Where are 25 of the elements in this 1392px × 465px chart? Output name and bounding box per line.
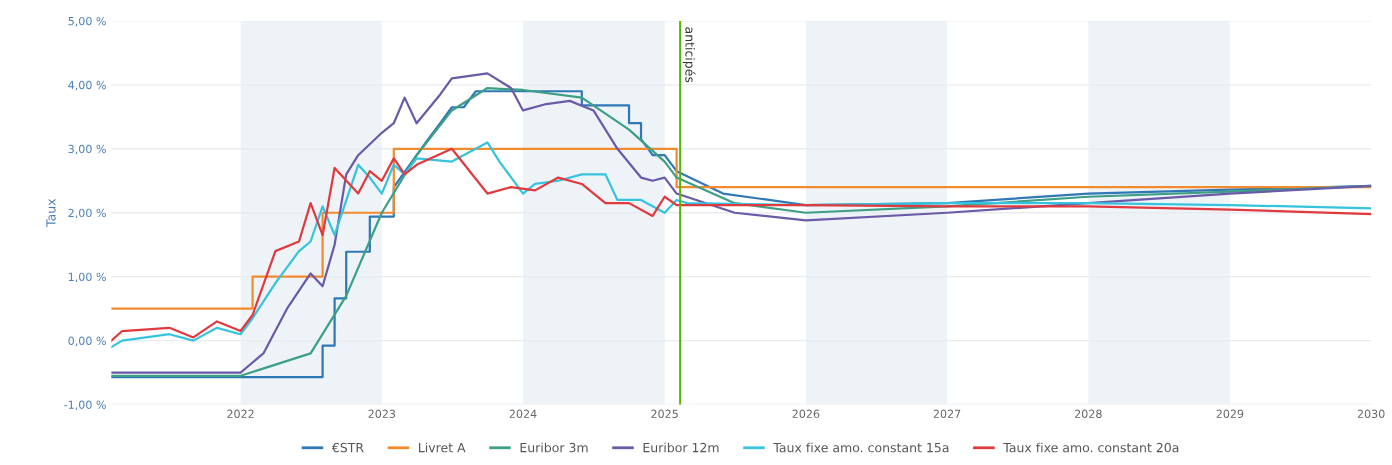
legend-label: Euribor 12m — [643, 442, 719, 453]
legend-label: Taux fixe amo. constant 15a — [773, 442, 949, 453]
x-tick-label: 2022 — [227, 409, 254, 419]
x-tick-label: 2023 — [368, 409, 396, 419]
y-tick-label: 0,00 % — [68, 336, 106, 347]
x-tick-label: 2024 — [509, 409, 537, 419]
legend-label: €STR — [331, 442, 364, 453]
y-tick-label: 2,00 % — [68, 208, 106, 219]
y-tick-label: -1,00 % — [64, 400, 106, 411]
legend-label: Taux fixe amo. constant 20a — [1003, 442, 1179, 453]
x-tick-label: 2028 — [1074, 409, 1102, 419]
y-tick-label: 4,00 % — [68, 80, 106, 91]
legend-label: Euribor 3m — [520, 442, 588, 453]
x-tick-label: 2029 — [1216, 409, 1244, 419]
legend-label: Livret A — [419, 442, 466, 453]
y-tick-label: 5,00 % — [68, 16, 106, 27]
x-tick-label: 2026 — [792, 409, 820, 419]
line-series — [111, 147, 1372, 310]
x-tick-label: 2030 — [1357, 409, 1385, 419]
x-tick-label: 2027 — [933, 409, 961, 419]
y-tick-label: 1,00 % — [68, 272, 106, 283]
y-axis-title: Taux — [46, 198, 56, 228]
y-tick-label: 3,00 % — [68, 144, 106, 155]
x-tick-label: 2025 — [651, 409, 678, 419]
ref-line-label: anticipés — [682, 27, 696, 83]
